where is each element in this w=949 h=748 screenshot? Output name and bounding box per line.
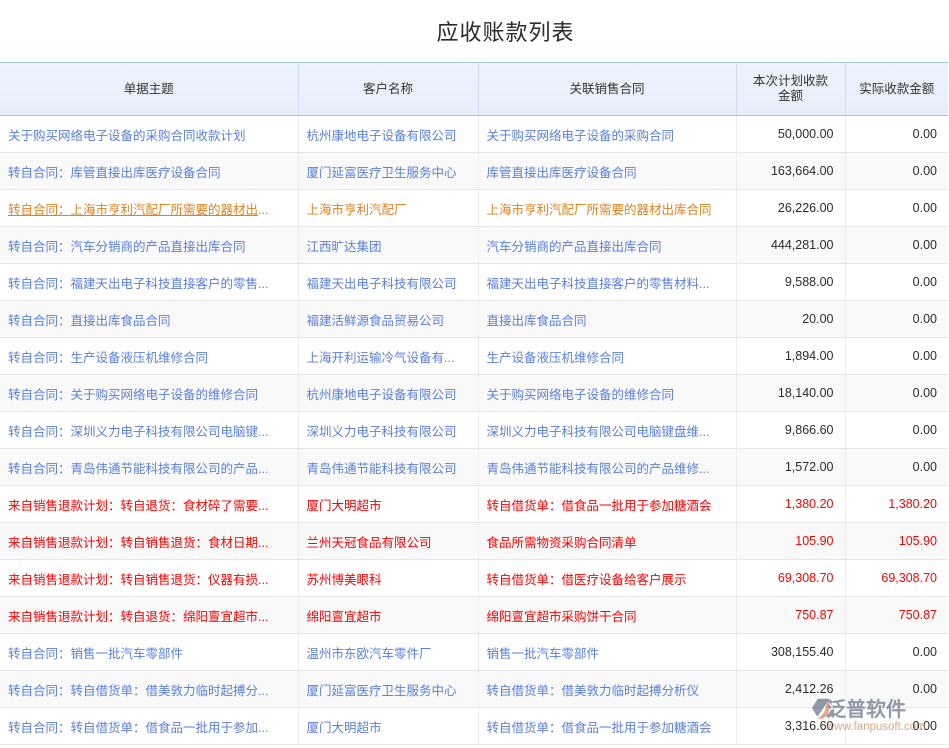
svg-text:www.fanpusoft.com: www.fanpusoft.com xyxy=(825,721,926,733)
svg-text:泛普软件: 泛普软件 xyxy=(826,697,906,721)
